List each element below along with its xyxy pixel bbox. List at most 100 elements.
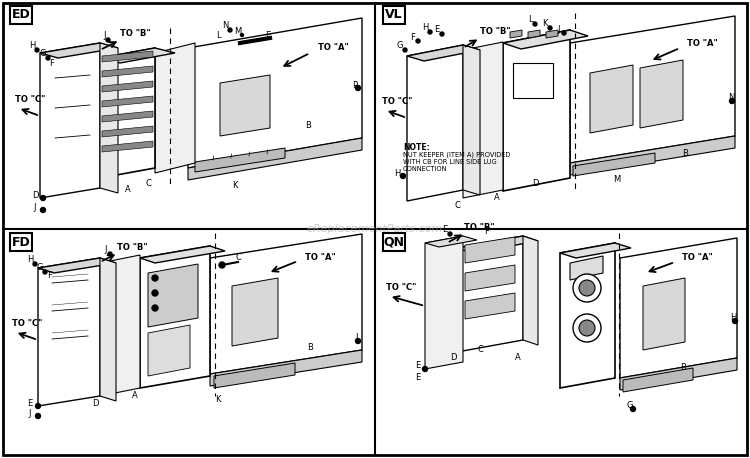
Circle shape: [416, 39, 420, 43]
Polygon shape: [465, 265, 515, 291]
Text: J: J: [28, 409, 32, 419]
Text: H: H: [422, 23, 428, 33]
Polygon shape: [560, 243, 631, 258]
Polygon shape: [102, 111, 153, 122]
Polygon shape: [100, 48, 175, 63]
Polygon shape: [188, 18, 362, 168]
Text: G: G: [627, 402, 633, 410]
Polygon shape: [528, 30, 540, 38]
Circle shape: [106, 38, 110, 42]
Text: E: E: [416, 361, 421, 371]
Circle shape: [356, 86, 361, 91]
Bar: [10, 6, 32, 24]
Polygon shape: [195, 148, 285, 172]
Polygon shape: [102, 126, 153, 137]
Text: A: A: [125, 185, 130, 195]
Polygon shape: [100, 48, 155, 178]
Circle shape: [428, 30, 432, 34]
Text: J: J: [105, 245, 107, 255]
Polygon shape: [560, 243, 615, 388]
Polygon shape: [102, 96, 153, 107]
Text: F: F: [47, 271, 53, 279]
Text: M: M: [234, 27, 242, 36]
Text: TO "B": TO "B": [464, 224, 494, 233]
Bar: [383, 6, 405, 24]
Circle shape: [35, 414, 40, 419]
Text: B: B: [307, 344, 313, 353]
Polygon shape: [620, 358, 737, 390]
Circle shape: [152, 305, 158, 311]
Polygon shape: [620, 238, 737, 378]
Text: L: L: [216, 32, 220, 40]
Polygon shape: [523, 236, 538, 345]
Polygon shape: [465, 293, 515, 319]
Text: QN: QN: [383, 235, 404, 249]
Polygon shape: [465, 237, 515, 263]
Text: H: H: [28, 42, 35, 50]
Text: WITH CB FOR LINE SIDE LUG: WITH CB FOR LINE SIDE LUG: [403, 159, 496, 165]
Text: ED: ED: [12, 9, 30, 22]
Polygon shape: [102, 81, 153, 92]
Polygon shape: [425, 236, 477, 247]
Text: E: E: [434, 26, 439, 34]
Text: TO "C": TO "C": [15, 96, 45, 104]
Text: G: G: [40, 49, 46, 59]
Polygon shape: [102, 51, 153, 62]
Polygon shape: [148, 325, 190, 376]
Text: TO "A": TO "A": [318, 44, 349, 53]
Text: C: C: [454, 202, 460, 211]
Circle shape: [108, 252, 112, 256]
Bar: [10, 233, 32, 251]
Polygon shape: [623, 368, 693, 392]
Text: C: C: [477, 345, 483, 354]
Circle shape: [579, 280, 595, 296]
Circle shape: [43, 270, 47, 274]
Text: P: P: [352, 81, 358, 89]
Text: FD: FD: [12, 235, 30, 249]
Bar: [513, 63, 553, 98]
Text: NOTE:: NOTE:: [403, 143, 430, 153]
Text: B: B: [682, 148, 688, 158]
Text: A: A: [494, 193, 500, 202]
Polygon shape: [640, 60, 683, 128]
Polygon shape: [100, 255, 140, 396]
Polygon shape: [188, 138, 362, 180]
Polygon shape: [38, 258, 100, 406]
Text: K: K: [232, 181, 238, 191]
Circle shape: [40, 207, 46, 213]
Text: C: C: [235, 253, 241, 262]
Polygon shape: [425, 236, 463, 369]
Text: J: J: [34, 203, 36, 213]
Circle shape: [422, 366, 427, 371]
Polygon shape: [140, 246, 225, 263]
Text: D: D: [450, 354, 456, 362]
Polygon shape: [463, 42, 503, 198]
Circle shape: [152, 275, 158, 281]
Circle shape: [40, 196, 46, 201]
Text: CONNECTION: CONNECTION: [403, 166, 448, 172]
Polygon shape: [570, 136, 735, 175]
Text: TO "A": TO "A": [687, 38, 718, 48]
Text: G: G: [397, 42, 404, 50]
Circle shape: [35, 403, 40, 409]
Circle shape: [33, 262, 37, 266]
Polygon shape: [220, 75, 270, 136]
Text: N: N: [728, 93, 734, 103]
Polygon shape: [503, 30, 570, 191]
Polygon shape: [210, 350, 362, 386]
Polygon shape: [38, 258, 116, 273]
Text: eReplacementParts.com: eReplacementParts.com: [307, 224, 443, 234]
Polygon shape: [155, 43, 195, 173]
Circle shape: [548, 26, 552, 30]
Text: TO "C": TO "C": [382, 98, 412, 107]
Text: TO "B": TO "B": [117, 244, 147, 252]
Text: TO "B": TO "B": [480, 27, 510, 37]
Text: E: E: [266, 32, 271, 40]
Polygon shape: [573, 153, 655, 176]
Circle shape: [730, 98, 734, 104]
Bar: [383, 233, 405, 251]
Text: D: D: [532, 179, 538, 187]
Circle shape: [403, 48, 407, 52]
Text: TO "C": TO "C": [386, 284, 416, 293]
Polygon shape: [102, 141, 153, 152]
